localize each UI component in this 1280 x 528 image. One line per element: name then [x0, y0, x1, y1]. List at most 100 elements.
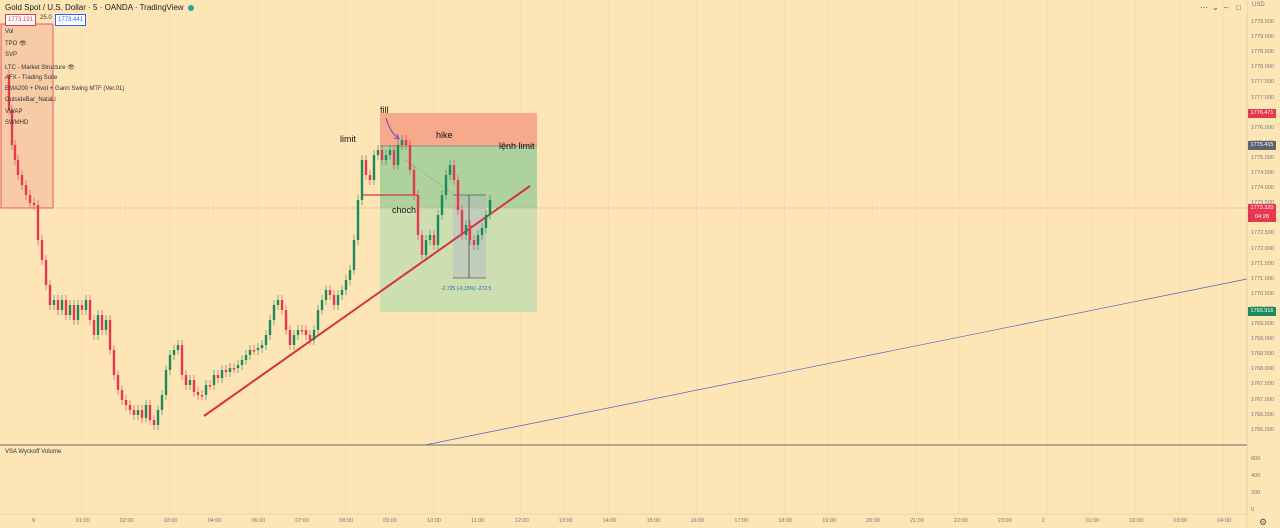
candle-body: [16, 160, 20, 175]
candle-body: [436, 215, 440, 245]
volume-tick-label: 400: [1251, 473, 1261, 479]
candle-body: [344, 280, 348, 290]
candle-body: [72, 305, 76, 320]
maximize-icon[interactable]: □: [1236, 3, 1241, 12]
volume-panel-title[interactable]: VSA Wyckoff Volume: [5, 449, 62, 455]
volume-tick-label: 600: [1251, 456, 1261, 462]
volume-tick-label: 0: [1251, 507, 1255, 513]
candle-body: [476, 235, 480, 245]
candle-body: [296, 330, 300, 335]
indicator-label[interactable]: OutsideBar_NataLi: [5, 97, 56, 103]
price-tick-label: 1768.500: [1251, 351, 1274, 358]
candle-body: [188, 380, 192, 385]
currency-label[interactable]: USD: [1252, 2, 1265, 8]
candle-body: [168, 355, 172, 370]
candle-body: [160, 395, 164, 410]
gear-icon[interactable]: ⚙: [1259, 517, 1268, 527]
symbol-header[interactable]: Gold Spot / U.S. Dollar · 5 · OANDA · Tr…: [5, 3, 194, 12]
candle-body: [144, 405, 148, 418]
candle-body: [264, 335, 268, 345]
annotation-choch: choch: [392, 205, 417, 215]
indicator-label[interactable]: Vol: [5, 29, 14, 35]
candle-body: [132, 410, 136, 415]
candle-body: [352, 240, 356, 270]
price-tick-label: 1769.000: [1251, 336, 1274, 343]
fill-arrowhead: [393, 133, 400, 140]
fill-arrow: [385, 117, 399, 139]
more-icon[interactable]: ⋯: [1200, 3, 1208, 12]
eye-icon[interactable]: 👁: [17, 41, 27, 47]
time-tick-label: 02:00: [119, 518, 134, 524]
candle-body: [36, 205, 40, 240]
annotation-lenh-limit: lệnh limit: [499, 141, 535, 151]
candle-body: [7, 75, 11, 110]
candle-body: [136, 410, 140, 415]
candle-body: [128, 405, 132, 410]
price-tick-label: 1769.500: [1251, 321, 1274, 327]
trendline: [203, 185, 531, 417]
indicator-label[interactable]: VWAP: [5, 109, 23, 115]
price-tick-label: 1774.500: [1251, 170, 1274, 176]
indicator-label[interactable]: AFX - Trading Suite: [5, 75, 58, 81]
candle-body: [180, 345, 184, 375]
candle-body: [304, 330, 308, 335]
indicator-label[interactable]: EMA200 + Pivot + Gann Swing MTF (Ver.01): [5, 86, 125, 92]
candle-body: [204, 385, 208, 395]
candle-body: [224, 370, 228, 372]
sell-price-button[interactable]: 1773.191: [5, 14, 37, 26]
price-tick-label: 1778.500: [1251, 49, 1274, 56]
price-tick-label: 1771.000: [1251, 275, 1274, 282]
candle-body: [424, 240, 428, 255]
candle-body: [100, 315, 104, 330]
candle-body: [284, 310, 288, 330]
chart-grid: [37, 0, 1224, 514]
time-tick-label: 17:00: [734, 518, 749, 524]
indicator-label[interactable]: LTC - Market Structure 👁: [5, 65, 75, 71]
candle-body: [20, 175, 24, 185]
time-tick-label: 01:00: [75, 518, 90, 524]
price-tag: 1769.916: [1248, 306, 1276, 316]
candle-body: [208, 385, 212, 387]
candle-body: [228, 368, 232, 372]
candle-body: [260, 345, 264, 348]
candle-body: [248, 350, 252, 355]
candle-body: [384, 155, 388, 160]
candle-body: [28, 195, 32, 203]
price-tick-label: 1768.000: [1251, 366, 1274, 373]
candle-body: [104, 320, 108, 330]
candle-body: [336, 295, 340, 305]
candle-body: [380, 150, 384, 160]
time-tick-label: 13:00: [558, 518, 573, 524]
buy-price-button[interactable]: 1773.441: [55, 14, 87, 26]
price-tag: 1775.415: [1248, 140, 1276, 150]
price-tick-label: 1779.500: [1251, 19, 1274, 25]
indicator-label[interactable]: SWMHD: [5, 120, 29, 126]
candle-body: [88, 300, 92, 320]
minimize-icon[interactable]: –: [1224, 3, 1229, 12]
chevron-down-icon[interactable]: ⌄: [1212, 3, 1219, 12]
candle-body: [328, 290, 332, 295]
annotation-limit: limit: [340, 134, 356, 144]
candle-body: [48, 285, 52, 305]
candle-body: [52, 300, 56, 305]
time-tick-label: 14:00: [602, 518, 617, 524]
indicator-label[interactable]: SVP: [5, 52, 18, 58]
candle-body: [440, 195, 444, 215]
candle-body: [84, 300, 88, 310]
candle-body: [140, 410, 144, 418]
candle-body: [324, 290, 328, 300]
eye-icon[interactable]: 👁: [65, 65, 75, 71]
candle-body: [416, 195, 420, 235]
candle-body: [196, 392, 200, 395]
candle-body: [116, 375, 120, 390]
candle-body: [232, 368, 236, 370]
market-open-icon: [187, 4, 194, 11]
time-tick-label: 20:00: [866, 518, 880, 524]
indicator-label[interactable]: TPO 👁: [5, 41, 27, 47]
candle-body: [392, 150, 396, 165]
candle-body: [368, 175, 372, 180]
price-tick-label: 1766.000: [1251, 426, 1274, 433]
price-tick-label: 1774.000: [1251, 185, 1274, 192]
candle-body: [280, 300, 284, 310]
